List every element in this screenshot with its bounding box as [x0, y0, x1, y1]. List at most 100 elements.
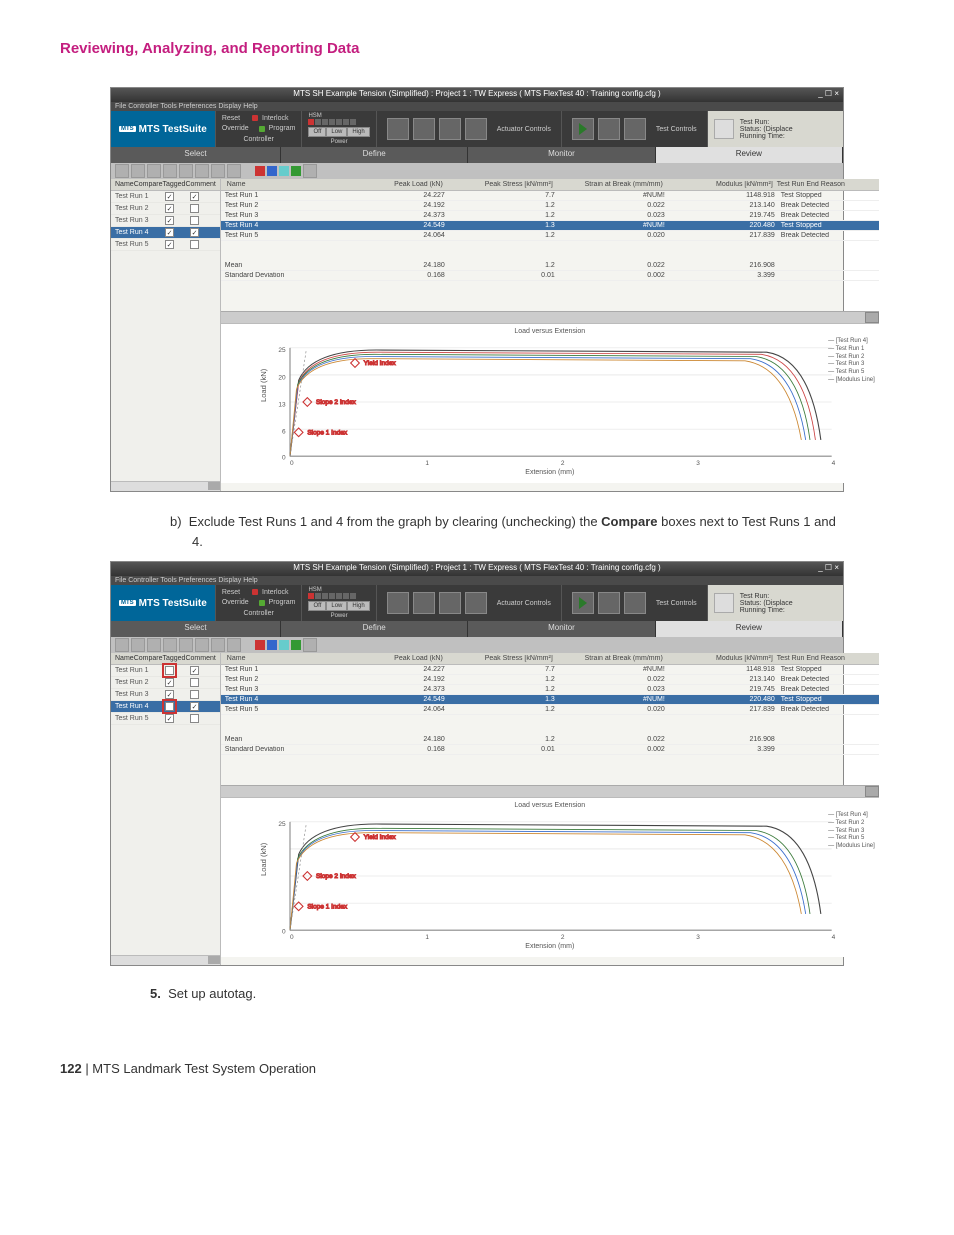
table-row[interactable]: Test Run 1 24.227 7.7 #NUM! 1148.918 Tes…: [221, 665, 879, 675]
svg-text:0: 0: [282, 454, 286, 461]
power-buttons[interactable]: OffLowHigh: [308, 127, 369, 137]
table-row: Mean 24.180 1.2 0.022 216.908: [221, 735, 879, 745]
list-item[interactable]: Test Run 5 ✓: [111, 239, 220, 251]
checkbox[interactable]: ✓: [165, 216, 174, 225]
checkbox[interactable]: ✓: [165, 228, 174, 237]
checkbox[interactable]: ✓: [165, 714, 174, 723]
svg-text:Slope 1 Index: Slope 1 Index: [307, 430, 348, 437]
screenshot-1: MTS SH Example Tension (Simplified) : Pr…: [110, 87, 844, 492]
tab-select[interactable]: Select: [111, 147, 281, 163]
brand: MTSMTS TestSuite: [111, 111, 215, 147]
info-icon: [714, 119, 734, 139]
results-table: Name Peak Load (kN) Peak Stress [kN/mm²]…: [221, 179, 879, 281]
reset-button[interactable]: Reset: [222, 115, 240, 122]
svg-text:4: 4: [831, 934, 835, 941]
checkbox[interactable]: [190, 714, 199, 723]
list-item[interactable]: Test Run 4 ✓ ✓: [111, 227, 220, 239]
list-item[interactable]: Test Run 2 ✓: [111, 677, 220, 689]
svg-text:Load (kN): Load (kN): [259, 842, 268, 876]
checkbox[interactable]: ✓: [165, 192, 174, 201]
checkbox[interactable]: ✓: [165, 678, 174, 687]
window-controls[interactable]: _ ☐ ×: [818, 89, 839, 98]
hsm-block: HSM OffLowHigh Power: [301, 111, 375, 147]
svg-text:0: 0: [290, 460, 294, 467]
checkbox[interactable]: [190, 240, 199, 249]
tab-review[interactable]: Review: [656, 147, 843, 163]
review-toolbar[interactable]: [111, 163, 843, 179]
table-row: Standard Deviation 0.168 0.01 0.002 3.39…: [221, 271, 879, 281]
scrollbar[interactable]: [221, 311, 879, 323]
svg-text:3: 3: [696, 460, 700, 467]
table-row[interactable]: Test Run 2 24.192 1.2 0.022 213.140 Brea…: [221, 201, 879, 211]
table-row[interactable]: Test Run 4 24.549 1.3 #NUM! 220.480 Test…: [221, 221, 879, 231]
checkbox[interactable]: ✓: [190, 666, 199, 675]
screenshot-2: MTS SH Example Tension (Simplified) : Pr…: [110, 561, 844, 966]
window-titlebar: MTS SH Example Tension (Simplified) : Pr…: [111, 88, 843, 102]
checkbox[interactable]: ✓: [190, 228, 199, 237]
list-item[interactable]: Test Run 1 ✓: [111, 665, 220, 677]
checkbox[interactable]: ✓: [165, 690, 174, 699]
actuator-controls[interactable]: Actuator Controls: [376, 111, 561, 147]
table-row[interactable]: Test Run 3 24.373 1.2 0.023 219.745 Brea…: [221, 211, 879, 221]
checkbox[interactable]: ✓: [165, 204, 174, 213]
table-row[interactable]: Test Run 5 24.064 1.2 0.020 217.839 Brea…: [221, 231, 879, 241]
table-row[interactable]: Test Run 4 24.549 1.3 #NUM! 220.480 Test…: [221, 695, 879, 705]
override-button[interactable]: Override: [222, 125, 249, 132]
table-row[interactable]: Test Run 5 24.064 1.2 0.020 217.839 Brea…: [221, 705, 879, 715]
list-item[interactable]: Test Run 3 ✓: [111, 215, 220, 227]
chart-legend: — [Test Run 4]— Test Run 1— Test Run 2— …: [828, 338, 875, 385]
controller-block: Reset Interlock Override Program Control…: [215, 111, 302, 147]
window-title: MTS SH Example Tension (Simplified) : Pr…: [293, 89, 660, 101]
svg-text:Slope 2 Index: Slope 2 Index: [316, 873, 357, 880]
table-row: Mean 24.180 1.2 0.022 216.908: [221, 261, 879, 271]
svg-text:6: 6: [282, 428, 286, 435]
info-block: Test Run: Status: (Displace Running Time…: [707, 111, 843, 147]
checkbox[interactable]: [190, 204, 199, 213]
checkbox[interactable]: [165, 702, 174, 711]
svg-text:25: 25: [278, 347, 286, 354]
list-item[interactable]: Test Run 2 ✓: [111, 203, 220, 215]
checkbox[interactable]: [190, 690, 199, 699]
tab-monitor[interactable]: Monitor: [468, 147, 655, 163]
svg-text:Yield Index: Yield Index: [363, 834, 396, 841]
checkbox[interactable]: ✓: [165, 240, 174, 249]
checkbox[interactable]: [165, 666, 174, 675]
right-panel: Name Peak Load (kN) Peak Stress [kN/mm²]…: [221, 179, 879, 491]
tab-define[interactable]: Define: [281, 147, 468, 163]
list-item[interactable]: Test Run 3 ✓: [111, 689, 220, 701]
checkbox[interactable]: [190, 216, 199, 225]
menubar[interactable]: File Controller Tools Preferences Displa…: [111, 102, 843, 111]
svg-text:Yield Index: Yield Index: [363, 360, 396, 367]
svg-text:2: 2: [561, 934, 565, 941]
instruction-5: 5. Set up autotag.: [150, 986, 844, 1001]
svg-text:Slope 2 Index: Slope 2 Index: [316, 399, 357, 406]
svg-text:Slope 1 Index: Slope 1 Index: [307, 904, 348, 911]
table-row[interactable]: Test Run 3 24.373 1.2 0.023 219.745 Brea…: [221, 685, 879, 695]
svg-text:20: 20: [278, 374, 286, 381]
test-controls[interactable]: Test Controls: [561, 111, 707, 147]
svg-text:1: 1: [425, 460, 429, 467]
instruction-b: b) Exclude Test Runs 1 and 4 from the gr…: [170, 512, 844, 551]
suite-row: MTSMTS TestSuite Reset Interlock Overrid…: [111, 111, 843, 147]
svg-text:4: 4: [831, 460, 835, 467]
scrollbar[interactable]: [111, 481, 220, 491]
checkbox[interactable]: ✓: [190, 702, 199, 711]
tab-row: Select Define Monitor Review: [111, 147, 843, 163]
checkbox[interactable]: ✓: [190, 192, 199, 201]
svg-text:1: 1: [425, 934, 429, 941]
chart-load-extension: Load versus Extension Load (kN) 25 20 13…: [221, 323, 879, 483]
doc-heading: Reviewing, Analyzing, and Reporting Data: [60, 40, 894, 57]
svg-text:0: 0: [282, 928, 286, 935]
checkbox[interactable]: [190, 678, 199, 687]
list-item[interactable]: Test Run 5 ✓: [111, 713, 220, 725]
svg-text:13: 13: [278, 401, 286, 408]
page-footer: 122 | MTS Landmark Test System Operation: [60, 1061, 894, 1076]
list-item[interactable]: Test Run 1 ✓ ✓: [111, 191, 220, 203]
play-icon[interactable]: [579, 123, 587, 135]
table-row[interactable]: Test Run 1 24.227 7.7 #NUM! 1148.918 Tes…: [221, 191, 879, 201]
program-lamp-icon: [259, 126, 265, 132]
svg-text:25: 25: [278, 821, 286, 828]
svg-text:3: 3: [696, 934, 700, 941]
list-item[interactable]: Test Run 4 ✓: [111, 701, 220, 713]
table-row[interactable]: Test Run 2 24.192 1.2 0.022 213.140 Brea…: [221, 675, 879, 685]
